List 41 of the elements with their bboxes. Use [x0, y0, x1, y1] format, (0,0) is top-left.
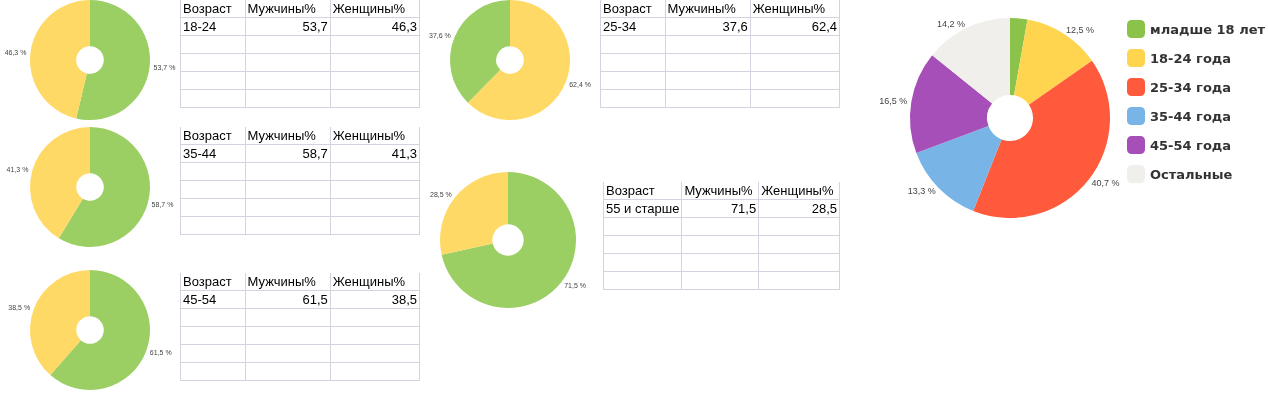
legend-label: 25-34 года — [1150, 79, 1232, 95]
data-label: 13,3 % — [907, 185, 936, 196]
text: Возраст — [180, 0, 246, 18]
text: Мужчины% — [245, 0, 331, 18]
text: 18-24 — [180, 17, 246, 36]
data-label: 16,5 % — [879, 96, 908, 107]
text: 28,5 — [758, 199, 840, 218]
text: Женщины% — [330, 0, 420, 18]
text: 41,3 — [330, 144, 420, 163]
text: Женщины% — [750, 0, 840, 18]
text: 58,7 — [245, 144, 331, 163]
data-label: 14,2 % — [937, 19, 966, 30]
text: 37,6 — [665, 17, 751, 36]
text: 35-44 — [180, 144, 246, 163]
data-label: 12,5 % — [1066, 25, 1095, 36]
text: Возраст — [603, 182, 682, 200]
text: 61,5 — [245, 290, 331, 309]
legend-label: младше 18 лет — [1150, 21, 1266, 37]
text: Мужчины% — [681, 182, 759, 200]
text: 38,5 — [330, 290, 420, 309]
legend-label: 18-24 года — [1150, 50, 1232, 66]
text: Возраст — [180, 273, 246, 291]
legend-label: 35-44 года — [1150, 108, 1232, 124]
text: 25-34 — [600, 17, 666, 36]
text: 71,5 — [681, 199, 759, 218]
legend-label: Остальные — [1150, 166, 1233, 182]
text: Возраст — [600, 0, 666, 18]
text: 46,3 — [330, 17, 420, 36]
text: 53,7 — [245, 17, 331, 36]
text: Женщины% — [330, 127, 420, 145]
text: 62,4 — [750, 17, 840, 36]
text: Возраст — [180, 127, 246, 145]
legend-label: 45-54 года — [1150, 137, 1232, 153]
data-label: 40,7 % — [1091, 177, 1120, 188]
text: Женщины% — [330, 273, 420, 291]
text: Мужчины% — [245, 273, 331, 291]
text: 45-54 — [180, 290, 246, 309]
text: Мужчины% — [245, 127, 331, 145]
text: 55 и старше — [603, 199, 682, 218]
text: Мужчины% — [665, 0, 751, 18]
text: Женщины% — [758, 182, 840, 200]
